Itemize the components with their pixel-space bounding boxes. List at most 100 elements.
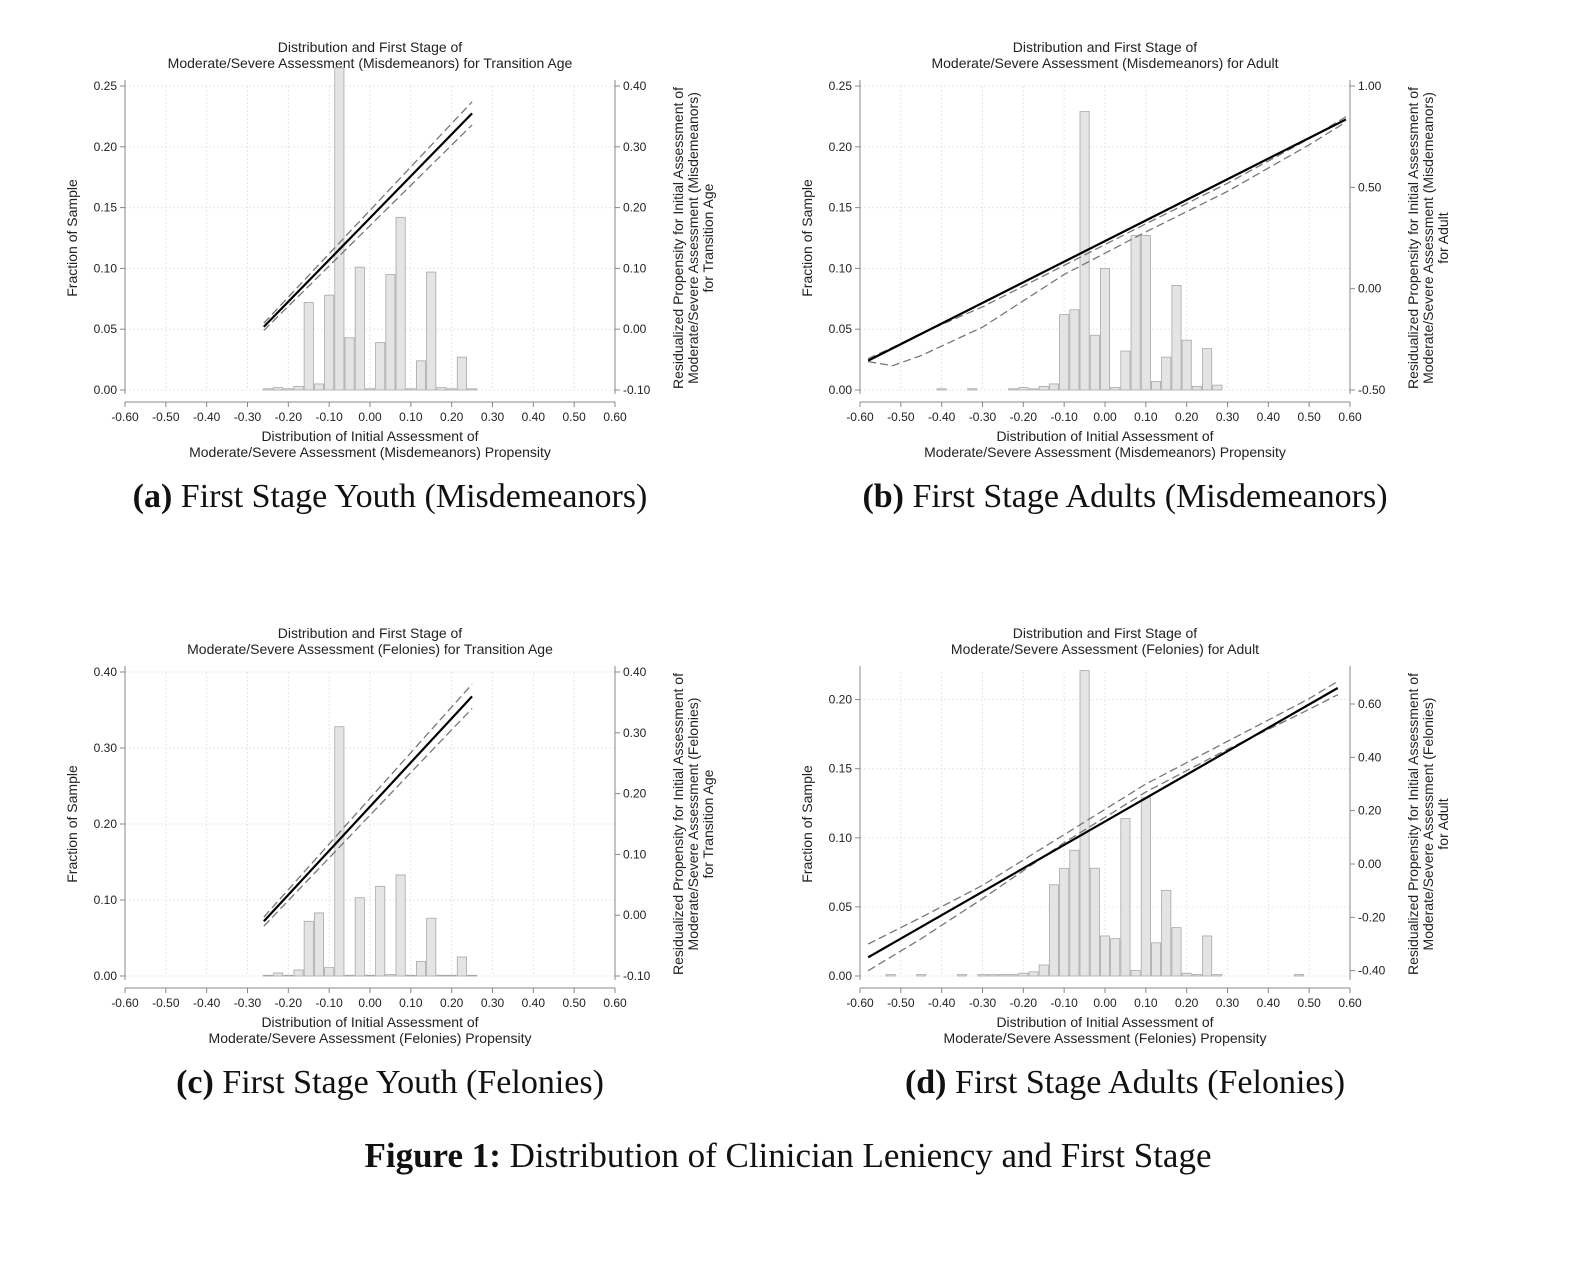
- y-right-axis-label-line: Residualized Propensity for Initial Asse…: [670, 673, 686, 975]
- y-right-tick-label: 0.00: [623, 322, 647, 336]
- subcaption-c-label: (c): [176, 1064, 214, 1101]
- histogram-bar: [436, 387, 447, 391]
- y-left-tick-label: 0.20: [829, 693, 853, 707]
- x-tick-label: -0.10: [315, 410, 343, 424]
- x-tick-label: -0.40: [928, 996, 956, 1010]
- x-tick-label: -0.30: [234, 410, 262, 424]
- histogram-bar: [354, 897, 365, 977]
- histogram-bar: [1202, 935, 1213, 977]
- ci-upper-line: [263, 683, 473, 918]
- histogram-bar: [395, 874, 406, 977]
- histogram-bar: [273, 972, 284, 977]
- histogram-bar: [997, 974, 1008, 977]
- histogram-bar: [262, 388, 273, 391]
- y-right-tick-label: -0.20: [1358, 910, 1386, 924]
- histogram-bar: [1212, 974, 1223, 977]
- ci-upper-line: [263, 101, 473, 324]
- y-right-tick-label: 0.40: [1358, 750, 1382, 764]
- x-tick-label: -0.50: [152, 996, 180, 1010]
- figure-caption-label: Figure 1:: [364, 1136, 501, 1175]
- histogram-bar: [395, 216, 406, 391]
- histogram-bar: [273, 387, 284, 391]
- y-left-tick-label: 0.05: [94, 322, 118, 336]
- histogram-bar: [987, 974, 998, 977]
- y-right-tick-label: -0.40: [1358, 964, 1386, 978]
- x-tick-label: -0.40: [193, 996, 221, 1010]
- y-left-tick-label: 0.15: [829, 762, 853, 776]
- y-left-tick-label: 0.40: [94, 665, 118, 679]
- histogram-bar: [416, 961, 427, 977]
- x-tick-label: -0.20: [275, 996, 303, 1010]
- x-tick-label: 0.20: [440, 996, 464, 1010]
- x-tick-label: -0.10: [1050, 996, 1078, 1010]
- histogram-bar: [1048, 884, 1059, 977]
- x-tick-label: 0.10: [399, 410, 423, 424]
- chart-panel-b: Distribution and First Stage of Moderate/…: [790, 36, 1510, 466]
- first-stage-fit-line: [263, 112, 473, 328]
- histogram-bar: [1018, 387, 1029, 391]
- y-right-tick-label: 0.10: [623, 261, 647, 275]
- chart-title-line: Moderate/Severe Assessment (Felonies) fo…: [187, 641, 553, 657]
- x-tick-label: -0.20: [1010, 410, 1038, 424]
- y-left-tick-label: 0.00: [829, 383, 853, 397]
- x-tick-label: 0.50: [562, 410, 586, 424]
- x-tick-label: 0.60: [1338, 410, 1362, 424]
- y-right-tick-label: 0.30: [623, 726, 647, 740]
- x-axis-label-line: Distribution of Initial Assessment of: [996, 1014, 1213, 1030]
- chart-title-line: Moderate/Severe Assessment (Misdemeanors…: [168, 55, 573, 71]
- histogram-bar: [1059, 867, 1070, 977]
- chart-panel-d: Distribution and First Stage of Moderate/…: [790, 622, 1510, 1052]
- y-right-tick-label: -0.50: [1358, 383, 1386, 397]
- x-axis-label-line: Distribution of Initial Assessment of: [261, 1014, 478, 1030]
- y-left-tick-label: 0.30: [94, 741, 118, 755]
- subcaption-b: (b) First Stage Adults (Misdemeanors): [765, 478, 1485, 516]
- histogram-bar: [1059, 314, 1070, 391]
- histogram-bar: [334, 67, 345, 391]
- chart-title-line: Moderate/Severe Assessment (Felonies) fo…: [951, 641, 1259, 657]
- x-tick-label: -0.10: [1050, 410, 1078, 424]
- x-tick-label: -0.20: [1010, 996, 1038, 1010]
- y-right-axis-label-line: Residualized Propensity for Initial Asse…: [1405, 87, 1421, 389]
- x-tick-label: -0.30: [969, 996, 997, 1010]
- histogram-bar: [313, 383, 324, 391]
- histogram-bar: [283, 388, 294, 391]
- y-right-tick-label: 0.00: [623, 908, 647, 922]
- histogram-bar: [1191, 385, 1202, 391]
- chart-title-line: Distribution and First Stage of: [1013, 625, 1198, 641]
- x-tick-label: 0.20: [440, 410, 464, 424]
- histogram-bar: [1120, 350, 1131, 391]
- x-tick-label: 0.30: [481, 996, 505, 1010]
- histogram-bar: [426, 271, 437, 391]
- first-stage-fit-line: [867, 118, 1347, 362]
- x-tick-label: 0.30: [481, 410, 505, 424]
- histogram-bar: [1028, 971, 1039, 977]
- histogram-bar: [385, 974, 396, 977]
- histogram-bar: [446, 974, 457, 977]
- y-right-axis-label-line: Moderate/Severe Assessment (Felonies): [1420, 698, 1436, 951]
- histogram-bar: [436, 974, 447, 977]
- y-left-axis-label: Fraction of Sample: [64, 179, 80, 297]
- figure-caption: Figure 1: Distribution of Clinician Leni…: [0, 1136, 1576, 1176]
- y-right-tick-label: 0.00: [1358, 857, 1382, 871]
- subcaption-c: (c) First Stage Youth (Felonies): [30, 1064, 750, 1102]
- y-left-axis-label: Fraction of Sample: [64, 765, 80, 883]
- chart-c-svg: Distribution and First Stage ofModerate/…: [64, 625, 716, 1046]
- histogram-bar: [1151, 381, 1162, 391]
- y-right-tick-label: 0.60: [1358, 697, 1382, 711]
- histogram-bar: [344, 974, 355, 977]
- y-right-axis-label-line: for Transition Age: [700, 769, 716, 878]
- x-tick-label: 0.20: [1175, 410, 1199, 424]
- histogram-bar: [303, 920, 314, 977]
- chart-title-line: Distribution and First Stage of: [278, 625, 463, 641]
- y-left-tick-label: 0.00: [829, 969, 853, 983]
- histogram-bar: [1110, 938, 1121, 977]
- histogram-bar: [1099, 267, 1111, 391]
- x-tick-label: -0.60: [111, 996, 139, 1010]
- x-tick-label: 0.00: [1093, 410, 1117, 424]
- x-tick-label: 0.50: [1297, 410, 1321, 424]
- x-tick-label: -0.30: [234, 996, 262, 1010]
- ci-lower-line: [867, 694, 1339, 972]
- histogram-bar: [1069, 309, 1080, 391]
- y-left-tick-label: 0.20: [94, 140, 118, 154]
- y-left-tick-label: 0.25: [829, 79, 853, 93]
